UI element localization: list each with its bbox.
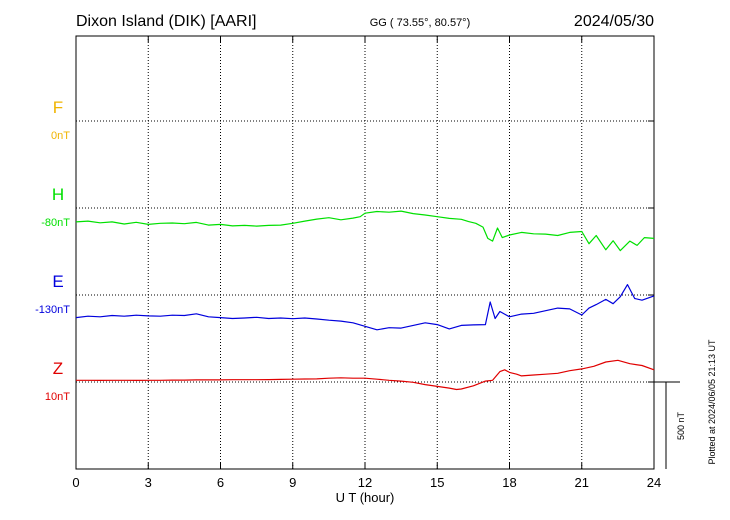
x-tick-label: 21 (575, 475, 589, 490)
component-letter-h: H (52, 185, 64, 204)
x-tick-label: 6 (217, 475, 224, 490)
scale-bar (654, 381, 680, 469)
x-tick-label: 15 (430, 475, 444, 490)
series-layer (75, 210, 655, 391)
x-tick-label: 18 (502, 475, 516, 490)
component-baseline-f: 0nT (51, 130, 70, 142)
x-axis-title: U T (hour) (336, 490, 395, 505)
x-tick-label: 9 (289, 475, 296, 490)
x-tick-label: 0 (72, 475, 79, 490)
series-line-z (76, 359, 655, 391)
component-baseline-h: -80nT (41, 217, 70, 229)
component-labels: F 0nT H -80nT E -130nT Z 10nT (35, 98, 70, 403)
x-tick-label: 12 (358, 475, 372, 490)
series-line-h (75, 210, 655, 252)
plotted-timestamp: Plotted at 2024/06/05 21:13 UT (707, 339, 717, 465)
x-ticks: 0 3 6 9 12 15 18 21 24 (72, 36, 661, 490)
component-letter-z: Z (53, 359, 63, 378)
component-baseline-z: 10nT (45, 391, 70, 403)
scale-bar-label: 500 nT (676, 411, 686, 440)
grid-layer (76, 36, 654, 469)
series-line-e (75, 284, 655, 331)
station-title: Dixon Island (DIK) [AARI] (76, 13, 257, 30)
x-tick-label: 24 (647, 475, 661, 490)
x-tick-label: 3 (145, 475, 152, 490)
coordinates-label: GG ( 73.55°, 80.57°) (370, 17, 471, 29)
component-letter-f: F (53, 98, 63, 117)
date-label: 2024/05/30 (574, 13, 654, 30)
component-letter-e: E (52, 272, 63, 291)
component-baseline-e: -130nT (35, 304, 70, 316)
